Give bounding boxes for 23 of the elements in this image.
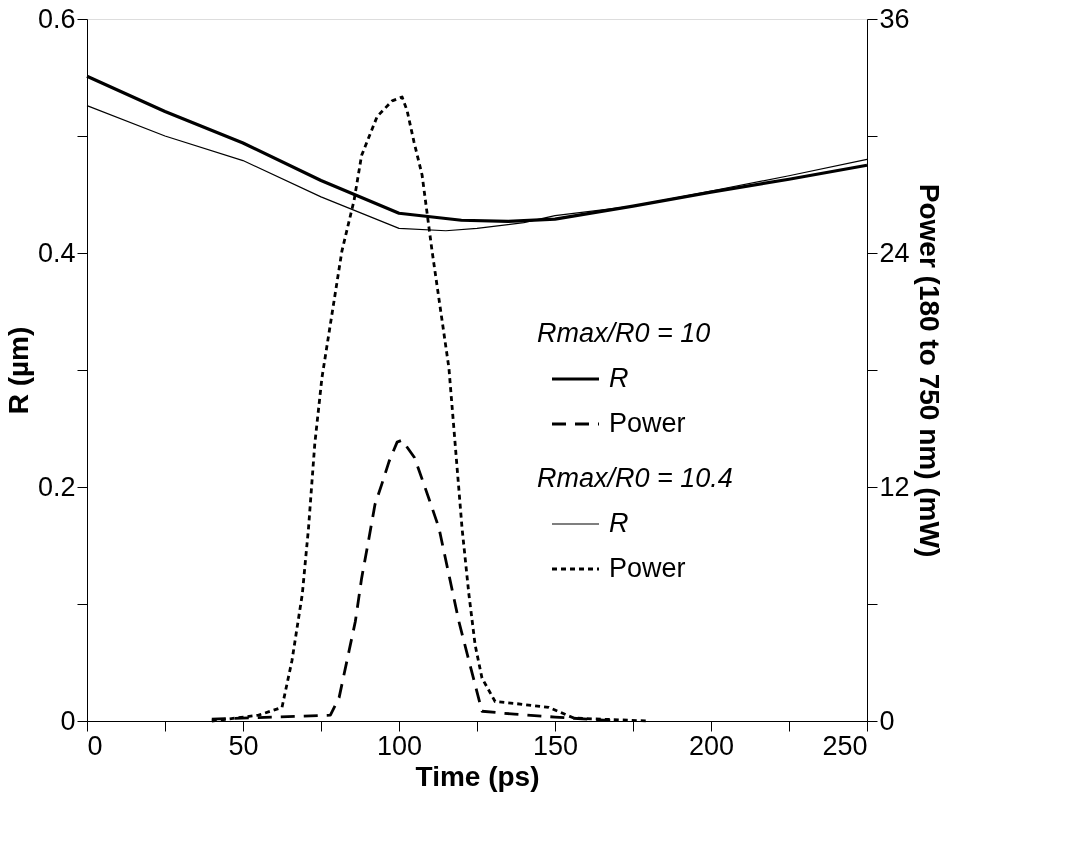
legend-label: R: [609, 508, 629, 538]
y2-tick-label: 12: [879, 471, 910, 502]
y-tick-label: 0: [60, 705, 76, 736]
x-tick-label: 0: [87, 730, 103, 761]
y2-tick-label: 36: [879, 3, 910, 34]
x-tick-label: 150: [532, 730, 579, 761]
y2-tick-label: 24: [879, 237, 910, 268]
x-axis-title: Time (ps): [415, 760, 540, 792]
y-tick-label: 0.4: [37, 237, 76, 268]
y2-tick-label: 0: [879, 705, 895, 736]
x-tick-label: 50: [228, 730, 259, 761]
y-tick-label: 0.2: [37, 471, 76, 502]
legend-label: Power: [609, 408, 686, 438]
y-axis-title: R (µm): [2, 326, 34, 415]
x-tick-label: 200: [688, 730, 735, 761]
annotation: Rmax/R0 = 10.4: [537, 463, 733, 493]
y-tick-label: 0.6: [37, 3, 76, 34]
annotation: Rmax/R0 = 10: [537, 318, 711, 348]
x-tick-label: 100: [376, 730, 423, 761]
legend-label: R: [609, 363, 629, 393]
x-tick-label: 250: [822, 730, 868, 761]
y2-axis-title: Power (180 to 750 nm) (mW): [913, 183, 945, 558]
legend-label: Power: [609, 553, 686, 583]
